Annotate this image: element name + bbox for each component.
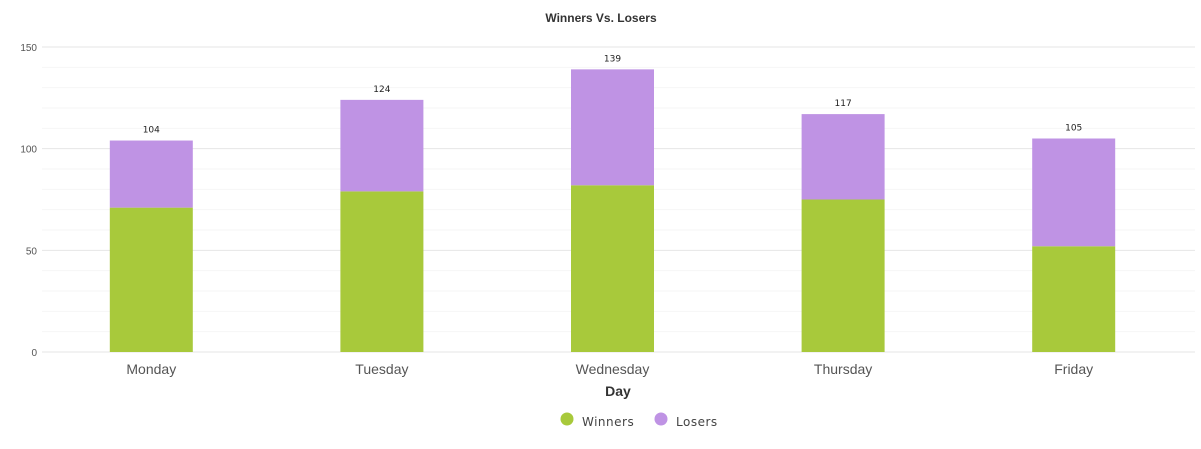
bar-winners-thursday[interactable] — [801, 199, 885, 353]
data-labels: 104 124 139 117 105 — [143, 54, 1083, 135]
bar-losers-thursday[interactable] — [801, 114, 885, 200]
x-tick-label: Wednesday — [576, 361, 650, 377]
total-label: 117 — [835, 99, 852, 109]
y-tick-label: 100 — [20, 145, 37, 156]
y-tick-label: 0 — [31, 348, 37, 359]
legend-marker — [560, 412, 574, 426]
bar-winners-monday[interactable] — [109, 207, 193, 352]
bar-winners-wednesday[interactable] — [571, 185, 654, 352]
y-axis-ticks: 0 50 100 150 — [20, 43, 37, 359]
total-label: 105 — [1065, 124, 1082, 134]
x-axis-label: Day — [605, 383, 631, 399]
legend-item-winners[interactable]: Winners — [560, 412, 635, 430]
bar-winners-tuesday[interactable] — [340, 191, 424, 352]
bar-losers-monday[interactable] — [109, 140, 193, 208]
bars — [109, 69, 1116, 353]
y-tick-label: 150 — [20, 43, 37, 54]
bar-losers-wednesday[interactable] — [571, 69, 654, 186]
legend-label: Winners — [582, 415, 634, 429]
bar-losers-friday[interactable] — [1032, 138, 1116, 247]
total-label: 124 — [373, 85, 390, 95]
total-label: 139 — [604, 54, 621, 64]
legend-marker — [654, 412, 668, 426]
x-tick-label: Thursday — [814, 361, 872, 377]
legend-item-losers[interactable]: Losers — [654, 412, 718, 430]
legend[interactable]: Winners Losers — [560, 412, 718, 430]
chart-title: Winners Vs. Losers — [545, 11, 657, 25]
bar-losers-tuesday[interactable] — [340, 99, 424, 192]
x-axis-ticks: Monday Tuesday Wednesday Thursday Friday — [126, 361, 1093, 377]
y-tick-label: 50 — [26, 246, 38, 257]
x-tick-label: Tuesday — [355, 361, 408, 377]
x-tick-label: Friday — [1054, 361, 1093, 377]
legend-label: Losers — [676, 415, 718, 429]
total-label: 104 — [143, 126, 160, 136]
bar-winners-friday[interactable] — [1032, 246, 1116, 352]
x-tick-label: Monday — [126, 361, 176, 377]
